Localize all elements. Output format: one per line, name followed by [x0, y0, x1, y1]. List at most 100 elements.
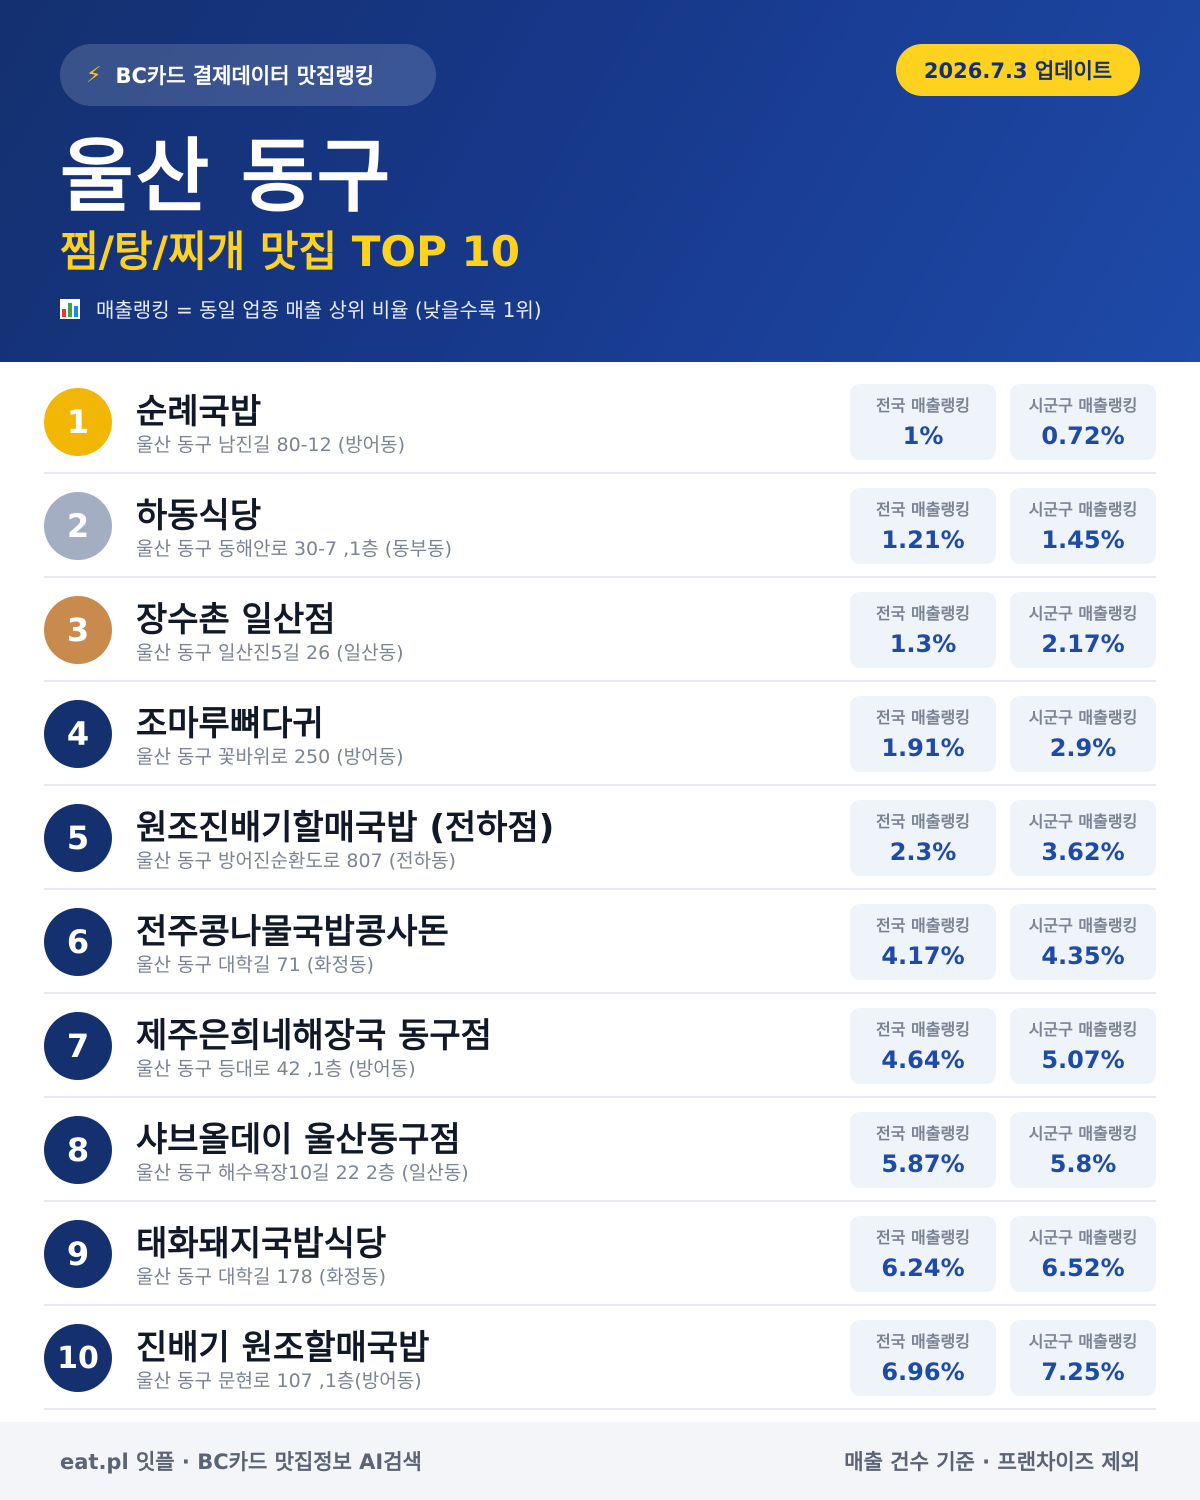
restaurant-row[interactable]: 4 조마루뼈다귀 울산 동구 꽃바위로 250 (방어동) 전국 매출랭킹 1.91% 시… — [44, 682, 1156, 786]
national-ranking-label: 전국 매출랭킹 — [876, 1228, 970, 1247]
local-ranking-value: 1.45% — [1041, 526, 1125, 554]
restaurant-row[interactable]: 8 샤브올데이 울산동구점 울산 동구 해수욕장10길 22 2층 (일산동) 전국 … — [44, 1098, 1156, 1202]
ranking-note-text: 매출랭킹 = 동일 업종 매출 상위 비율 (낮을수록 1위) — [96, 298, 542, 322]
rank-badge: 4 — [44, 700, 112, 768]
local-ranking-label: 시군구 매출랭킹 — [1028, 812, 1138, 831]
restaurant-name[interactable]: 제주은희네해장국 동구점 — [136, 1016, 492, 1056]
local-ranking-box: 시군구 매출랭킹 1.45% — [1010, 488, 1156, 564]
restaurant-address: 울산 동구 해수욕장10길 22 2층 (일산동) — [136, 1162, 469, 1184]
national-ranking-box: 전국 매출랭킹 5.87% — [850, 1112, 996, 1188]
restaurant-address: 울산 동구 문현로 107 ,1층(방어동) — [136, 1370, 422, 1392]
restaurant-name[interactable]: 하동식당 — [136, 496, 262, 536]
national-ranking-value: 5.87% — [881, 1150, 965, 1178]
restaurant-name[interactable]: 태화돼지국밥식당 — [136, 1224, 387, 1264]
rank-badge: 6 — [44, 908, 112, 976]
restaurant-name[interactable]: 원조진배기할매국밥 (전하점) — [136, 808, 555, 848]
local-ranking-label: 시군구 매출랭킹 — [1028, 500, 1138, 519]
update-date-label: 2026.7.3 업데이트 — [923, 59, 1113, 83]
restaurant-address: 울산 동구 대학길 71 (화정동) — [136, 954, 374, 976]
local-ranking-box: 시군구 매출랭킹 3.62% — [1010, 800, 1156, 876]
national-ranking-label: 전국 매출랭킹 — [876, 708, 970, 727]
local-ranking-label: 시군구 매출랭킹 — [1028, 916, 1138, 935]
restaurant-row[interactable]: 9 태화돼지국밥식당 울산 동구 대학길 178 (화정동) 전국 매출랭킹 6.24%… — [44, 1202, 1156, 1306]
national-ranking-value: 4.17% — [881, 942, 965, 970]
ranking-note: 매출랭킹 = 동일 업종 매출 상위 비율 (낮을수록 1위) — [60, 294, 542, 323]
rank-badge: 3 — [44, 596, 112, 664]
national-ranking-box: 전국 매출랭킹 2.3% — [850, 800, 996, 876]
restaurant-row[interactable]: 3 장수촌 일산점 울산 동구 일산진5길 26 (일산동) 전국 매출랭킹 1.3% 시… — [44, 578, 1156, 682]
local-ranking-box: 시군구 매출랭킹 5.8% — [1010, 1112, 1156, 1188]
category-title: 찜/탕/찌개 맛집 TOP 10 — [60, 227, 520, 276]
national-ranking-label: 전국 매출랭킹 — [876, 916, 970, 935]
national-ranking-box: 전국 매출랭킹 1% — [850, 384, 996, 460]
restaurant-list: 1 순례국밥 울산 동구 남진길 80-12 (방어동) 전국 매출랭킹 1% 시군구 매… — [44, 370, 1156, 1410]
restaurant-name[interactable]: 전주콩나물국밥콩사돈 — [136, 912, 449, 952]
rank-badge: 10 — [44, 1324, 112, 1392]
local-ranking-box: 시군구 매출랭킹 7.25% — [1010, 1320, 1156, 1396]
local-ranking-box: 시군구 매출랭킹 5.07% — [1010, 1008, 1156, 1084]
national-ranking-value: 1.21% — [881, 526, 965, 554]
restaurant-row[interactable]: 2 하동식당 울산 동구 동해안로 30-7 ,1층 (동부동) 전국 매출랭킹 1.2… — [44, 474, 1156, 578]
local-ranking-box: 시군구 매출랭킹 0.72% — [1010, 384, 1156, 460]
rank-badge: 7 — [44, 1012, 112, 1080]
national-ranking-value: 1.3% — [889, 630, 957, 658]
national-ranking-value: 6.96% — [881, 1358, 965, 1386]
national-ranking-box: 전국 매출랭킹 4.64% — [850, 1008, 996, 1084]
national-ranking-value: 2.3% — [889, 838, 957, 866]
restaurant-address: 울산 동구 등대로 42 ,1층 (방어동) — [136, 1058, 416, 1080]
national-ranking-label: 전국 매출랭킹 — [876, 604, 970, 623]
restaurant-name[interactable]: 순례국밥 — [136, 392, 262, 432]
local-ranking-label: 시군구 매출랭킹 — [1028, 1124, 1138, 1143]
national-ranking-value: 1.91% — [881, 734, 965, 762]
restaurant-name[interactable]: 조마루뼈다귀 — [136, 704, 324, 744]
national-ranking-label: 전국 매출랭킹 — [876, 812, 970, 831]
rank-badge: 1 — [44, 388, 112, 456]
local-ranking-value: 4.35% — [1041, 942, 1125, 970]
local-ranking-label: 시군구 매출랭킹 — [1028, 1228, 1138, 1247]
national-ranking-box: 전국 매출랭킹 1.21% — [850, 488, 996, 564]
local-ranking-value: 5.07% — [1041, 1046, 1125, 1074]
footer: eat.pl 잇플 · BC카드 맛집정보 AI검색 매출 건수 기준 · 프랜… — [0, 1422, 1200, 1500]
restaurant-name[interactable]: 진배기 원조할매국밥 — [136, 1328, 430, 1368]
restaurant-row[interactable]: 6 전주콩나물국밥콩사돈 울산 동구 대학길 71 (화정동) 전국 매출랭킹 4.17… — [44, 890, 1156, 994]
national-ranking-label: 전국 매출랭킹 — [876, 1020, 970, 1039]
local-ranking-value: 2.9% — [1049, 734, 1117, 762]
national-ranking-label: 전국 매출랭킹 — [876, 1332, 970, 1351]
restaurant-row[interactable]: 7 제주은희네해장국 동구점 울산 동구 등대로 42 ,1층 (방어동) 전국 매출… — [44, 994, 1156, 1098]
restaurant-name[interactable]: 샤브올데이 울산동구점 — [136, 1120, 461, 1160]
national-ranking-value: 6.24% — [881, 1254, 965, 1282]
local-ranking-box: 시군구 매출랭킹 2.9% — [1010, 696, 1156, 772]
national-ranking-box: 전국 매출랭킹 1.3% — [850, 592, 996, 668]
restaurant-name[interactable]: 장수촌 일산점 — [136, 600, 336, 640]
restaurant-row[interactable]: 5 원조진배기할매국밥 (전하점) 울산 동구 방어진순환도로 807 (전하동) 전… — [44, 786, 1156, 890]
local-ranking-value: 2.17% — [1041, 630, 1125, 658]
rank-badge: 8 — [44, 1116, 112, 1184]
header-banner: ⚡ BC카드 결제데이터 맛집랭킹 2026.7.3 업데이트 울산 동구 찜/… — [0, 0, 1200, 362]
local-ranking-label: 시군구 매출랭킹 — [1028, 396, 1138, 415]
restaurant-address: 울산 동구 꽃바위로 250 (방어동) — [136, 746, 404, 768]
restaurant-row[interactable]: 10 진배기 원조할매국밥 울산 동구 문현로 107 ,1층(방어동) 전국 매출랭… — [44, 1306, 1156, 1410]
national-ranking-box: 전국 매출랭킹 6.24% — [850, 1216, 996, 1292]
local-ranking-box: 시군구 매출랭킹 2.17% — [1010, 592, 1156, 668]
update-date-badge: 2026.7.3 업데이트 — [896, 44, 1140, 96]
local-ranking-label: 시군구 매출랭킹 — [1028, 708, 1138, 727]
restaurant-address: 울산 동구 대학길 178 (화정동) — [136, 1266, 387, 1288]
restaurant-address: 울산 동구 방어진순환도로 807 (전하동) — [136, 850, 456, 872]
restaurant-address: 울산 동구 일산진5길 26 (일산동) — [136, 642, 404, 664]
national-ranking-box: 전국 매출랭킹 1.91% — [850, 696, 996, 772]
footer-criteria: 매출 건수 기준 · 프랜차이즈 제외 — [844, 1450, 1140, 1474]
bar-chart-icon — [60, 298, 80, 319]
local-ranking-label: 시군구 매출랭킹 — [1028, 1332, 1138, 1351]
lightning-icon: ⚡ — [86, 62, 102, 88]
national-ranking-label: 전국 매출랭킹 — [876, 500, 970, 519]
source-badge: ⚡ BC카드 결제데이터 맛집랭킹 — [60, 44, 436, 106]
restaurant-address: 울산 동구 동해안로 30-7 ,1층 (동부동) — [136, 538, 453, 560]
source-label: BC카드 결제데이터 맛집랭킹 — [115, 64, 375, 88]
local-ranking-label: 시군구 매출랭킹 — [1028, 1020, 1138, 1039]
local-ranking-value: 3.62% — [1041, 838, 1125, 866]
rank-badge: 5 — [44, 804, 112, 872]
restaurant-row[interactable]: 1 순례국밥 울산 동구 남진길 80-12 (방어동) 전국 매출랭킹 1% 시군구 매… — [44, 370, 1156, 474]
rank-badge: 9 — [44, 1220, 112, 1288]
local-ranking-value: 7.25% — [1041, 1358, 1125, 1386]
local-ranking-box: 시군구 매출랭킹 4.35% — [1010, 904, 1156, 980]
